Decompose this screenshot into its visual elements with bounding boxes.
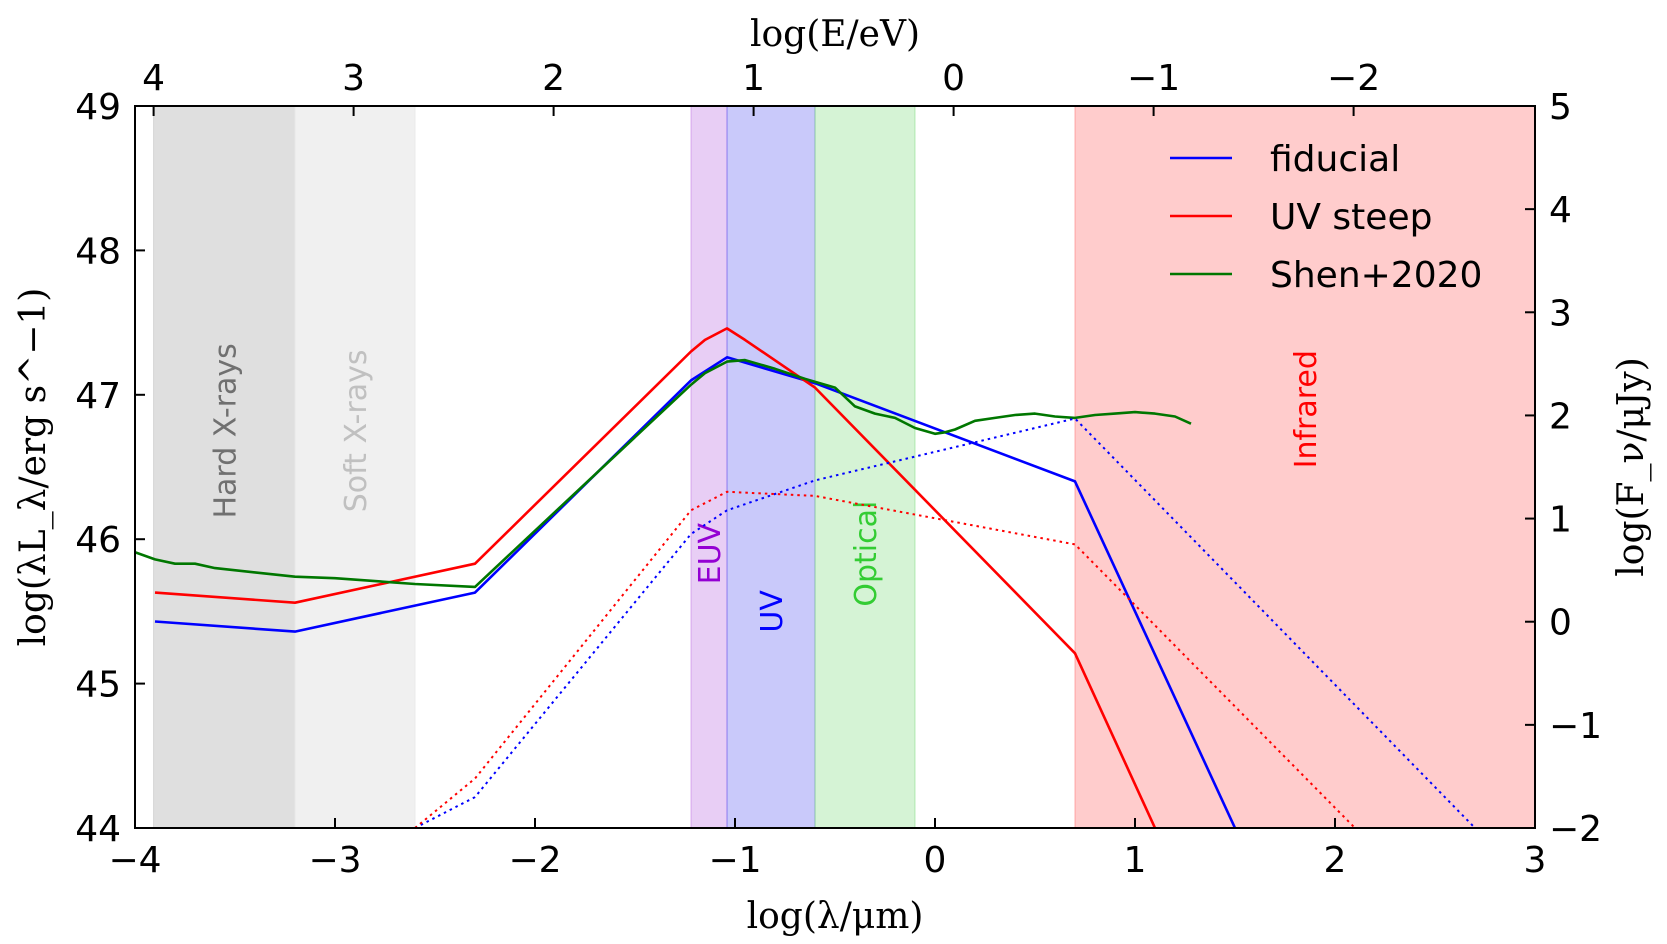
right-y-tick-label: 2 [1549,396,1572,437]
series-line-fiducial [154,355,1237,828]
band-uv [726,106,816,828]
band-optical [814,106,916,828]
band-label-optical: Optical [849,501,884,607]
band-label-soft-x-rays: Soft X-rays [339,350,374,513]
series-line-dotted-3 [414,417,1476,828]
legend: fiducial UV steep Shen+2020 [1170,139,1482,296]
top-x-tick-label: 0 [942,58,965,99]
right-y-tick-label: 1 [1549,500,1572,541]
top-x-tick-label: −2 [1327,58,1380,99]
y-tick-label: 49 [75,87,121,128]
right-y-tick-label: 3 [1549,293,1572,334]
band-hard-x-rays [153,106,296,828]
y-axis-title: log(λL_λ/erg s^−1) [13,288,54,647]
band-euv [690,106,728,828]
legend-label-shen-2020: Shen+2020 [1270,255,1482,296]
right-y-tick-label: 5 [1549,87,1572,128]
series-line-shen-2020 [135,358,1192,589]
top-x-tick-label: 4 [142,58,165,99]
x-tick-label: 1 [1124,840,1147,881]
band-labels: Hard X-rays Soft X-rays EUV UV Optical Infrar… [208,343,1324,632]
y-tick-label: 48 [75,231,121,272]
band-soft-x-rays [294,106,416,828]
x-tick-label: −4 [108,840,161,881]
top-x-tick-label: −1 [1127,58,1180,99]
y-tick-label: 47 [75,376,121,417]
top-x-tick-label: 2 [542,58,565,99]
x-tick-label: −2 [508,840,561,881]
right-y-tick-label: −1 [1549,706,1602,747]
y-tick-label: 45 [75,665,121,706]
top-x-tick-label: 1 [742,58,765,99]
legend-label-fiducial: fiducial [1270,139,1400,180]
band-infrared [1074,106,1535,828]
y-tick-label: 44 [75,809,121,850]
right-y-axis-title: log(F_ν/μJy) [1611,357,1652,576]
top-x-axis-title: log(E/eV) [750,14,920,55]
wavelength-bands [153,106,1535,828]
y-tick-label: 46 [75,520,121,561]
right-y-tick-label: 0 [1549,603,1572,644]
band-label-hard-x-rays: Hard X-rays [208,343,243,518]
x-tick-label: 0 [924,840,947,881]
axis-ticks: −4 −3 −2 −1 0 1 2 34 3 2 1 0 −1 −2444546474849−2−1012… [75,58,1602,881]
top-x-tick-label: 3 [342,58,365,99]
series-line-dotted-4 [414,490,1356,828]
band-label-uv: UV [755,590,790,633]
x-tick-label: −1 [708,840,761,881]
x-tick-label: −3 [308,840,361,881]
right-y-tick-label: 4 [1549,190,1572,231]
right-y-tick-label: −2 [1549,809,1602,850]
band-label-euv: EUV [693,522,728,584]
x-axis-title: log(λ/μm) [747,896,924,937]
legend-label-uv-steep: UV steep [1270,197,1432,238]
x-tick-label: 2 [1324,840,1347,881]
x-tick-label: 3 [1524,840,1547,881]
plot-frame [134,105,1536,829]
band-label-infrared: Infrared [1289,350,1324,468]
series-lines [135,327,1476,828]
